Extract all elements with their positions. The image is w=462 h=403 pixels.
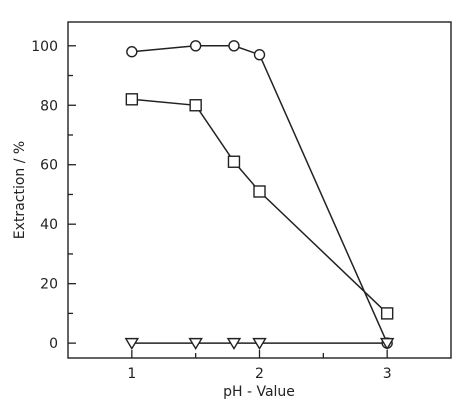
y-axis-label: Extraction / % bbox=[12, 141, 28, 239]
data-point-circle bbox=[228, 40, 240, 52]
data-point-circle bbox=[126, 46, 138, 58]
data-point-triangle bbox=[226, 337, 242, 350]
y-tick-label: 20 bbox=[40, 277, 58, 293]
x-tick-label: 3 bbox=[383, 366, 392, 382]
x-tick-label: 2 bbox=[255, 366, 264, 382]
data-point-triangle bbox=[252, 337, 267, 350]
data-point-triangle bbox=[379, 337, 395, 350]
data-point-square bbox=[189, 99, 202, 112]
series-line-square bbox=[131, 98, 388, 314]
data-point-circle bbox=[189, 40, 202, 52]
series-markers bbox=[124, 40, 395, 350]
data-point-square bbox=[125, 93, 139, 106]
data-point-square bbox=[227, 155, 241, 168]
data-point-triangle bbox=[124, 337, 140, 350]
y-tick-label: 60 bbox=[40, 158, 58, 174]
data-point-circle bbox=[253, 49, 266, 61]
data-point-square bbox=[253, 185, 266, 198]
data-point-triangle bbox=[188, 337, 203, 350]
x-tick-label: 1 bbox=[127, 366, 136, 382]
data-point-square bbox=[380, 307, 394, 320]
axis-ticks bbox=[68, 45, 388, 358]
y-tick-label: 80 bbox=[40, 98, 58, 114]
x-axis-label: pH - Value bbox=[223, 384, 295, 400]
y-tick-label: 40 bbox=[40, 217, 58, 233]
tick-labels: 1 2 3 0 20 40 60 80 100 bbox=[31, 39, 391, 382]
y-tick-label: 0 bbox=[49, 336, 58, 352]
y-tick-label: 100 bbox=[31, 39, 58, 55]
